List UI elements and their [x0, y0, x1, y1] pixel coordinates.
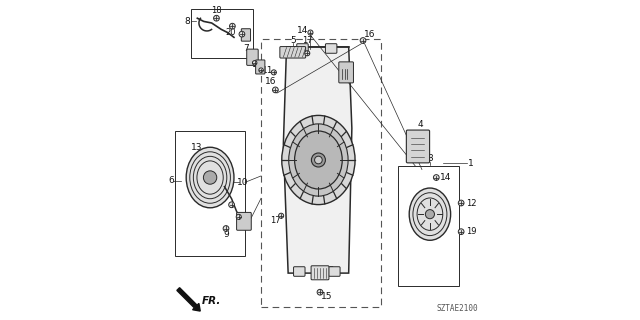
Text: 11: 11 [262, 66, 273, 75]
Circle shape [252, 60, 257, 65]
Bar [191, 9, 253, 58]
Circle shape [458, 200, 464, 206]
FancyBboxPatch shape [294, 267, 305, 276]
Text: 4: 4 [417, 120, 423, 130]
Circle shape [308, 30, 313, 35]
Bar [398, 166, 459, 286]
FancyBboxPatch shape [325, 44, 337, 53]
Text: 14: 14 [440, 173, 452, 182]
Text: 16: 16 [364, 30, 375, 39]
Ellipse shape [186, 147, 234, 208]
Ellipse shape [294, 131, 342, 189]
Circle shape [230, 23, 236, 29]
Text: 6: 6 [168, 176, 174, 185]
Text: 13: 13 [191, 143, 202, 152]
Circle shape [317, 289, 323, 295]
Text: 12: 12 [466, 198, 476, 207]
FancyBboxPatch shape [241, 29, 250, 41]
Text: 18: 18 [211, 6, 222, 15]
FancyBboxPatch shape [297, 44, 308, 53]
FancyBboxPatch shape [255, 60, 265, 74]
Ellipse shape [282, 116, 355, 204]
Circle shape [305, 51, 310, 56]
Text: FR.: FR. [202, 296, 221, 306]
FancyArrow shape [177, 288, 200, 311]
Text: 8: 8 [184, 17, 189, 26]
Text: 15: 15 [321, 292, 332, 301]
Circle shape [360, 38, 366, 44]
Circle shape [214, 15, 220, 21]
FancyBboxPatch shape [339, 62, 353, 83]
Text: 10: 10 [237, 178, 249, 187]
Text: 14: 14 [298, 26, 309, 35]
Circle shape [315, 156, 322, 164]
Bar [175, 131, 245, 256]
Circle shape [312, 153, 325, 167]
Text: 18: 18 [251, 60, 262, 69]
FancyBboxPatch shape [246, 49, 258, 65]
Text: 16: 16 [265, 77, 276, 86]
FancyBboxPatch shape [280, 47, 306, 58]
Text: 7: 7 [243, 44, 249, 53]
FancyBboxPatch shape [311, 266, 329, 280]
Ellipse shape [409, 188, 451, 240]
Circle shape [433, 175, 439, 180]
Circle shape [259, 68, 263, 72]
Circle shape [228, 202, 234, 208]
Circle shape [223, 226, 229, 231]
Circle shape [236, 214, 241, 220]
Text: 19: 19 [466, 227, 476, 236]
Bar [261, 39, 381, 307]
Text: 2: 2 [328, 266, 334, 276]
Ellipse shape [289, 124, 348, 196]
Text: 9: 9 [223, 230, 229, 239]
Circle shape [204, 171, 217, 184]
Text: 20: 20 [225, 28, 236, 37]
Polygon shape [284, 47, 352, 273]
Text: 17: 17 [302, 36, 312, 45]
Text: 3: 3 [427, 154, 433, 163]
Circle shape [278, 213, 284, 218]
Text: 1: 1 [468, 159, 474, 168]
Circle shape [273, 87, 278, 93]
FancyBboxPatch shape [328, 267, 340, 276]
FancyBboxPatch shape [406, 130, 429, 163]
Text: 5: 5 [290, 36, 296, 45]
FancyBboxPatch shape [237, 212, 252, 230]
Circle shape [271, 70, 276, 75]
Circle shape [426, 210, 435, 219]
Text: 17: 17 [270, 216, 281, 225]
Circle shape [458, 229, 464, 235]
Text: SZTAE2100: SZTAE2100 [436, 304, 477, 313]
Circle shape [239, 31, 245, 37]
